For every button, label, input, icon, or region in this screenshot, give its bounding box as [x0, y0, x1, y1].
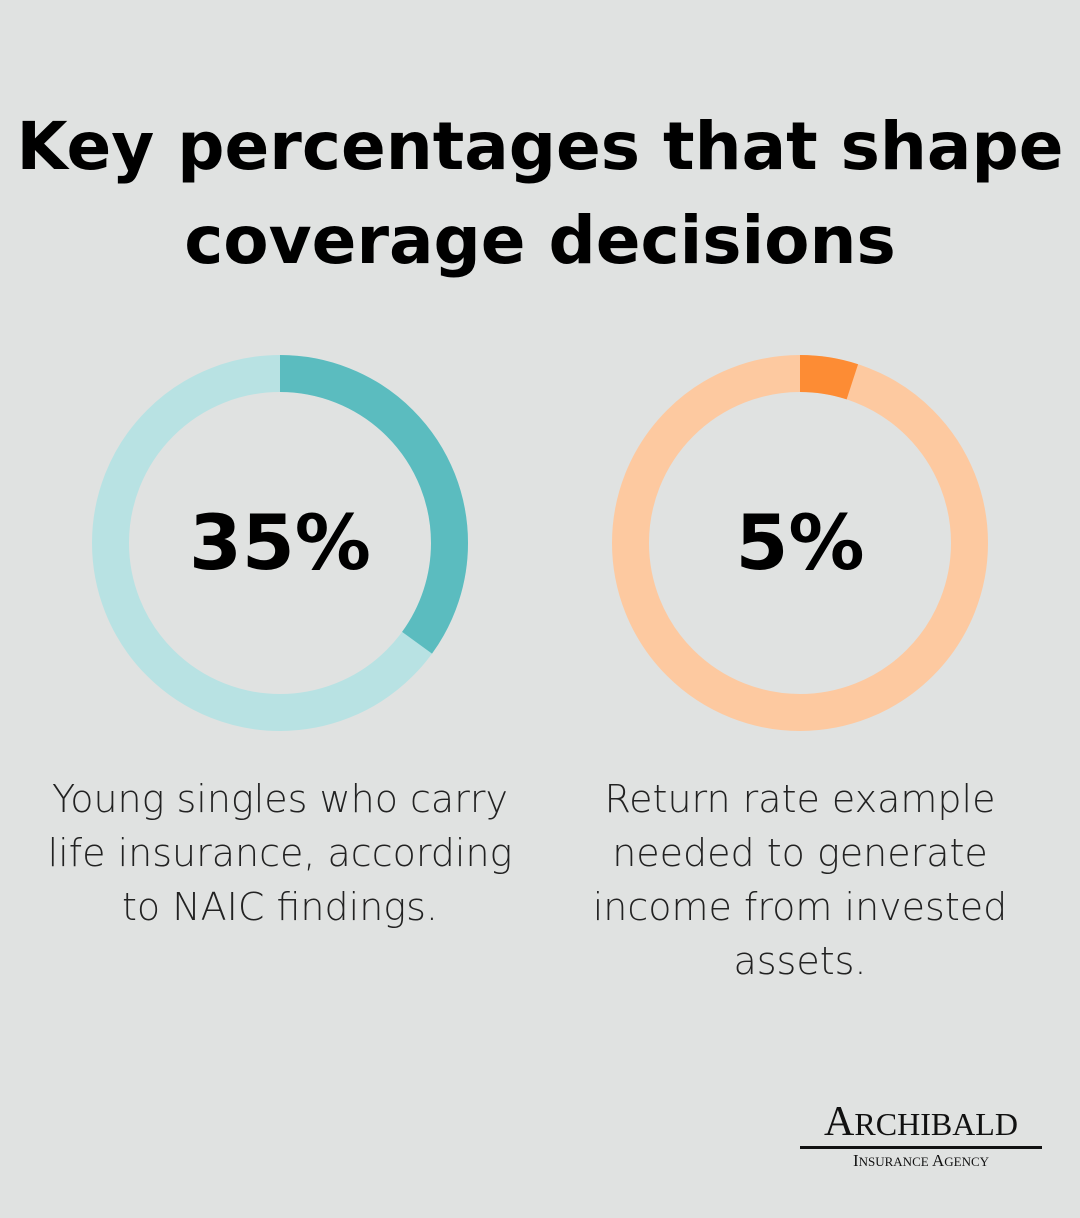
logo-name: ARCHIBALD	[800, 1100, 1042, 1149]
caption-left: Young singles who carry life insurance, …	[47, 777, 513, 929]
donut-value-arc	[92, 355, 468, 731]
donut-svg	[612, 355, 988, 731]
page-title: Key percentages that shape coverage deci…	[16, 108, 1064, 279]
donut-svg	[92, 355, 468, 731]
donut-chart-35: 35%	[92, 355, 468, 731]
donut-value-label: 5%	[735, 498, 865, 587]
donut-value-arc	[612, 355, 988, 731]
archibald-logo: ARCHIBALD INSURANCE AGENCY	[800, 1100, 1042, 1171]
logo-subtitle: INSURANCE AGENCY	[852, 1151, 990, 1170]
donut-value-label: 35%	[189, 498, 371, 587]
donut-chart-5: 5%	[612, 355, 988, 731]
caption-right: Return rate example needed to generate i…	[592, 777, 1008, 983]
